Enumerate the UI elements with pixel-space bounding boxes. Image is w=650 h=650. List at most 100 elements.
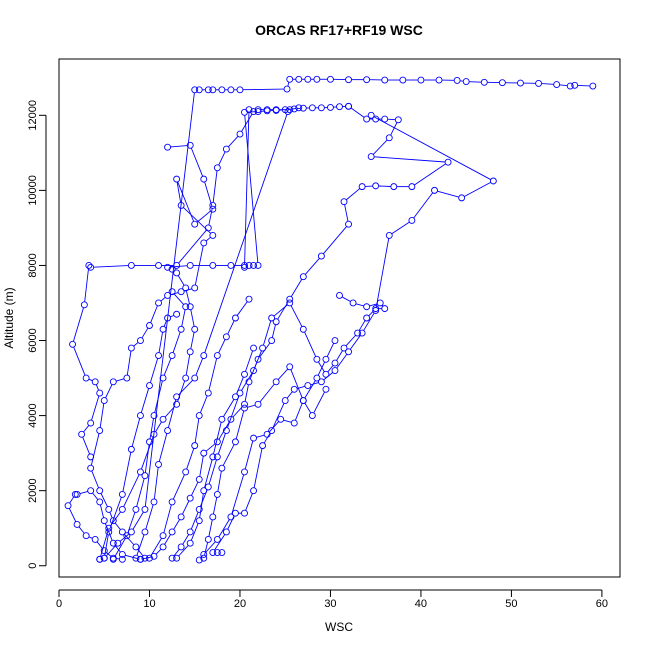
data-point	[177, 543, 185, 551]
data-point	[209, 205, 217, 213]
data-point	[96, 555, 104, 563]
data-point	[200, 175, 208, 183]
x-tick-label: 50	[505, 598, 517, 610]
data-point	[458, 194, 466, 202]
data-point	[263, 106, 271, 114]
series-segment	[469, 81, 482, 83]
series-segment	[104, 534, 109, 556]
data-point	[173, 310, 181, 318]
series-segment	[577, 84, 590, 87]
data-point	[186, 141, 194, 149]
data-point	[164, 263, 172, 271]
data-point	[186, 539, 194, 547]
series-segment	[154, 380, 163, 413]
data-point	[186, 261, 194, 269]
data-point	[168, 498, 176, 506]
data-point	[435, 76, 443, 84]
data-point	[322, 370, 330, 378]
series-13	[173, 344, 257, 562]
data-point	[250, 108, 257, 116]
data-point	[376, 299, 384, 307]
data-point	[109, 517, 117, 525]
series-segment	[287, 82, 290, 87]
y-tick-label: 2000	[27, 478, 39, 502]
data-point	[82, 374, 90, 382]
series-segment	[96, 541, 103, 549]
data-point	[254, 355, 262, 363]
data-point	[213, 536, 221, 543]
series-segment	[208, 208, 213, 226]
series-segment	[72, 307, 84, 342]
data-point	[268, 427, 276, 435]
series-segment	[212, 170, 218, 203]
data-point	[553, 81, 561, 88]
data-point	[284, 108, 292, 116]
series-segment	[114, 522, 121, 530]
series-10	[200, 363, 330, 562]
data-point	[64, 502, 72, 510]
series-segment	[318, 361, 325, 372]
series-segment	[259, 383, 275, 403]
series-0	[96, 75, 597, 563]
series-segment	[160, 297, 166, 302]
series-segment	[214, 534, 226, 551]
data-point	[209, 513, 217, 521]
data-point	[82, 532, 90, 540]
series-segment	[292, 107, 296, 110]
data-point	[159, 415, 167, 423]
data-point	[462, 78, 470, 85]
data-point	[164, 314, 172, 322]
series-segment	[149, 358, 159, 383]
data-point	[127, 261, 135, 269]
data-point	[209, 231, 217, 239]
data-point	[286, 75, 294, 83]
series-segment	[345, 334, 356, 347]
series-segment	[223, 399, 235, 418]
series-segment	[170, 314, 175, 318]
series-segment	[413, 192, 434, 219]
data-point	[381, 305, 389, 313]
series-segment	[123, 474, 140, 507]
data-point	[177, 513, 185, 521]
series-segment	[144, 92, 195, 507]
data-point	[340, 198, 348, 206]
data-point	[164, 292, 172, 299]
data-point	[241, 263, 248, 271]
series-segment	[217, 471, 222, 492]
data-point	[118, 528, 126, 536]
data-point	[281, 397, 289, 405]
data-point	[286, 363, 294, 371]
series-9	[146, 295, 253, 562]
data-point	[245, 106, 253, 114]
data-point	[327, 103, 334, 111]
series-segment	[218, 151, 226, 166]
data-point	[259, 442, 267, 450]
y-tick-label: 6000	[27, 328, 39, 352]
series-segment	[373, 116, 491, 180]
series-segment	[236, 301, 248, 316]
data-point	[417, 76, 425, 84]
data-point	[218, 549, 226, 557]
data-point	[195, 475, 203, 483]
series-segment	[272, 403, 285, 429]
data-point	[182, 303, 190, 311]
data-point	[272, 378, 280, 386]
data-point	[381, 76, 389, 84]
data-point	[317, 378, 325, 386]
data-point	[250, 367, 257, 375]
x-axis: 0 10 20 30 40 50 60	[56, 589, 608, 610]
data-point	[209, 549, 217, 557]
data-point	[259, 344, 267, 352]
data-point	[213, 549, 221, 557]
series-segment	[344, 204, 349, 222]
series-segment	[346, 188, 361, 201]
series-segment	[132, 511, 144, 530]
data-point	[241, 468, 248, 476]
data-point	[141, 472, 149, 480]
series-segment	[256, 434, 265, 438]
series-segment	[317, 361, 326, 376]
data-point	[363, 115, 371, 123]
data-point	[173, 400, 181, 408]
data-point	[354, 329, 362, 337]
data-point	[159, 543, 167, 551]
